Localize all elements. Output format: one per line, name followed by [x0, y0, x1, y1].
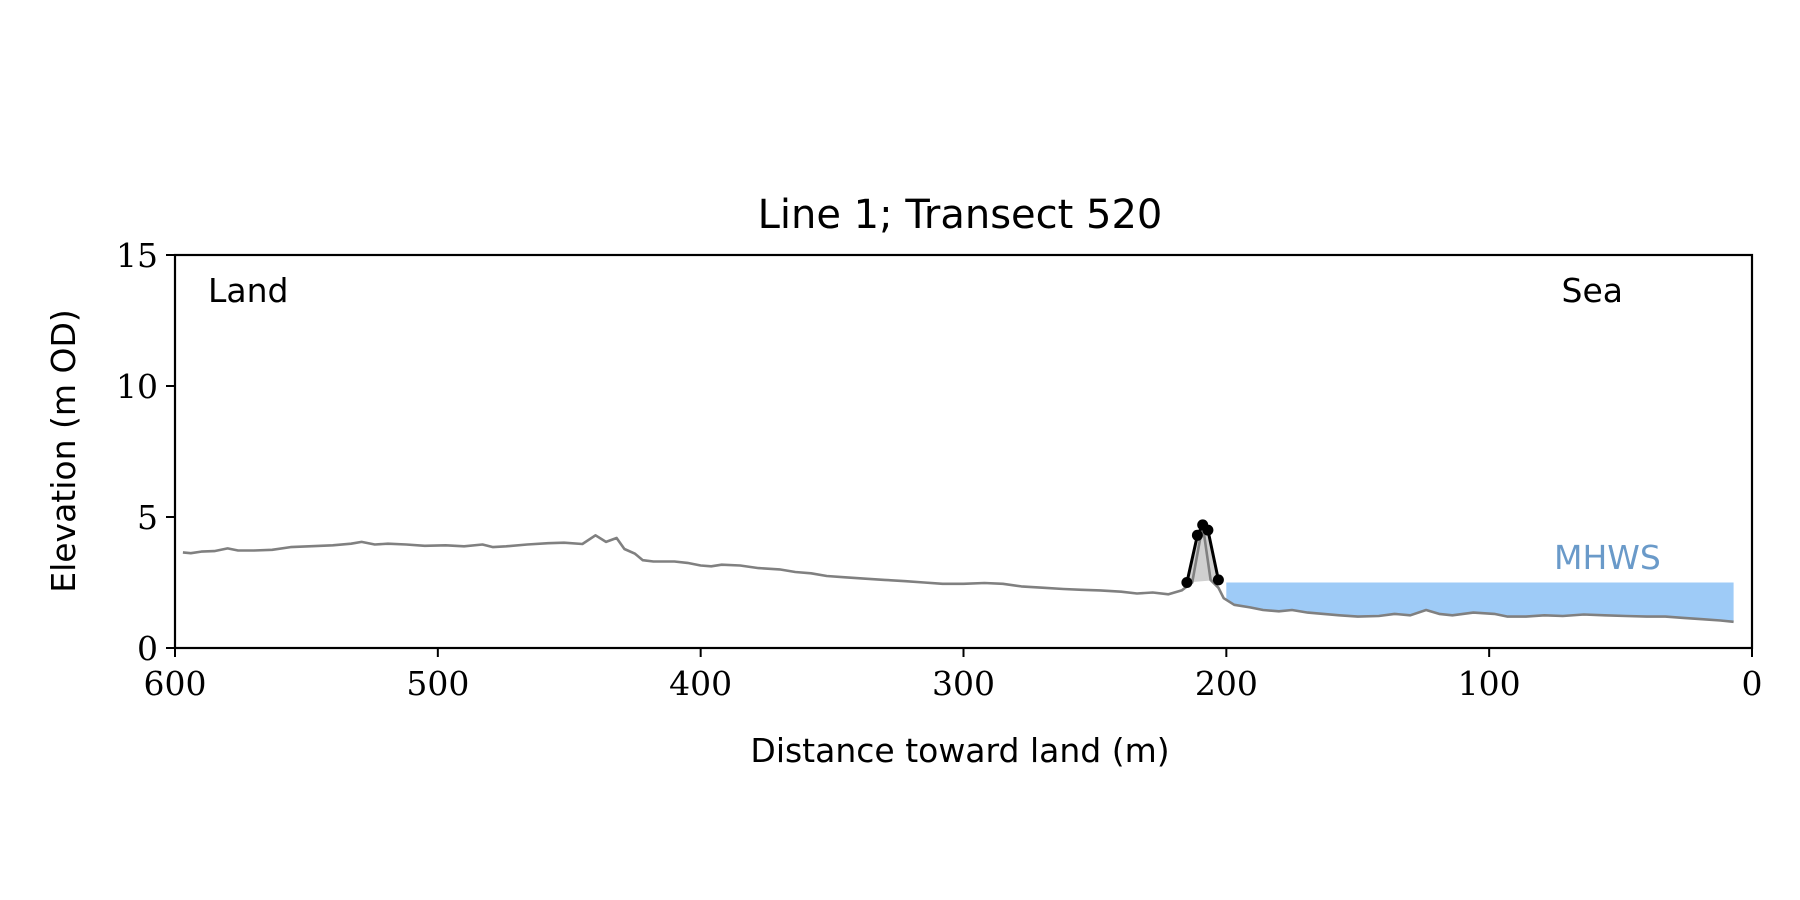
y-axis-label: Elevation (m OD) — [44, 309, 83, 593]
land-annotation: Land — [208, 271, 288, 310]
crest-point — [1191, 529, 1203, 541]
axis-ticks: 600 500 400 300 200 100 0 0 5 10 15 — [116, 236, 1763, 703]
axes-frame — [173, 253, 1754, 650]
x-tick-label: 400 — [669, 664, 732, 703]
crest-point — [1202, 524, 1214, 536]
x-tick-label: 300 — [932, 664, 995, 703]
x-tick-label: 500 — [406, 664, 469, 703]
y-tick-label: 0 — [137, 629, 158, 668]
y-tick-label: 5 — [137, 498, 158, 537]
profile-line — [182, 523, 1734, 624]
water-area — [1226, 582, 1734, 622]
chart-title: Line 1; Transect 520 — [758, 192, 1163, 238]
y-tick-label: 15 — [116, 236, 158, 275]
y-tick-label: 10 — [116, 367, 158, 406]
plot-area — [182, 519, 1734, 624]
mhws-label: MHWS — [1554, 538, 1661, 577]
crest-point — [1181, 577, 1193, 588]
x-tick-label: 200 — [1195, 664, 1258, 703]
x-tick-label: 100 — [1458, 664, 1521, 703]
x-tick-label: 0 — [1742, 664, 1763, 703]
x-axis-label: Distance toward land (m) — [750, 731, 1169, 770]
crest-point — [1212, 574, 1224, 586]
x-tick-label: 600 — [144, 664, 207, 703]
sea-annotation: Sea — [1562, 271, 1623, 310]
